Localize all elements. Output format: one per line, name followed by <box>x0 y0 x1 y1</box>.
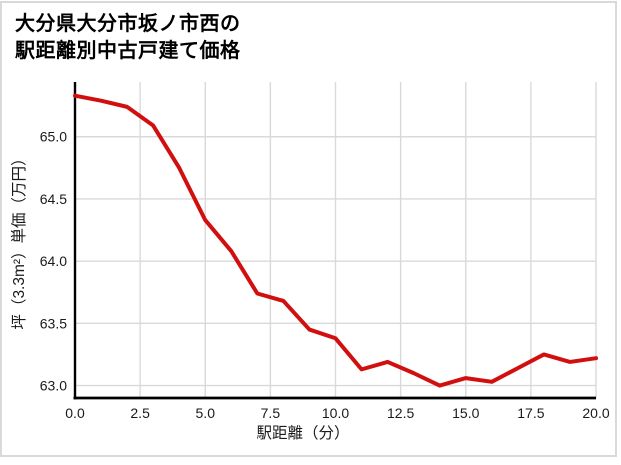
x-tick-label: 0.0 <box>65 405 85 421</box>
chart-title: 大分県大分市坂ノ市西の 駅距離別中古戸建て価格 <box>15 11 241 65</box>
x-axis-label: 駅距離（分） <box>256 424 349 442</box>
y-tick-label: 65.0 <box>40 129 67 145</box>
x-tick-label: 15.0 <box>452 405 479 421</box>
y-axis-label: 坪（3.3m²）単価（万円） <box>10 150 28 329</box>
chart-card: 大分県大分市坂ノ市西の 駅距離別中古戸建て価格 <box>0 1 617 457</box>
x-tick-label: 5.0 <box>196 405 216 421</box>
x-tick-label: 10.0 <box>322 405 349 421</box>
x-tick-label: 20.0 <box>582 405 609 421</box>
y-tick-label: 64.0 <box>40 253 67 269</box>
x-tick-label: 2.5 <box>130 405 150 421</box>
x-tick-label: 12.5 <box>387 405 414 421</box>
chart-title-line1: 大分県大分市坂ノ市西の <box>15 13 241 35</box>
price-series-line <box>73 93 598 388</box>
y-tick-label: 64.5 <box>40 191 67 207</box>
y-tick-label: 63.0 <box>40 378 67 394</box>
x-tick-label: 17.5 <box>517 405 544 421</box>
x-tick-label: 7.5 <box>261 405 281 421</box>
y-tick-label: 63.5 <box>40 315 67 331</box>
chart-title-line2: 駅距離別中古戸建て価格 <box>15 40 241 62</box>
